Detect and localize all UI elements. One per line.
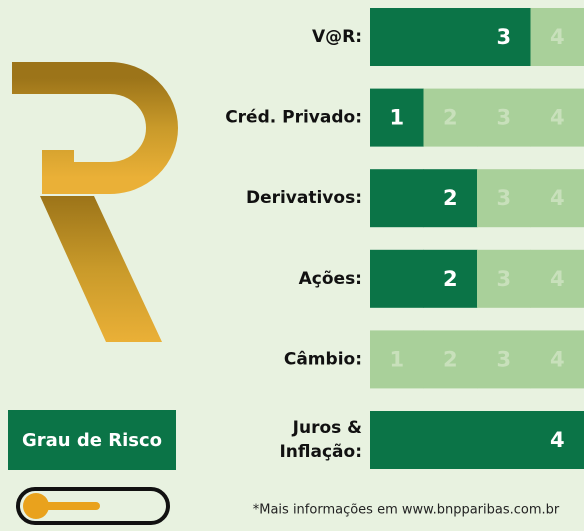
scale-cell (530, 330, 584, 389)
row-label: Ações: (299, 269, 362, 289)
scale-cell (530, 8, 584, 66)
scale-number: 1 (389, 347, 404, 371)
scale-number: 4 (550, 267, 565, 291)
scale-number: 4 (550, 186, 565, 210)
scale-cell (477, 88, 531, 147)
footer-note: *Mais informações em www.bnpparibas.com.… (253, 503, 560, 518)
scale-number: 4 (550, 106, 565, 130)
scale-cell (370, 411, 424, 469)
scale-number: 3 (496, 106, 511, 130)
scale-cell (423, 249, 478, 308)
scale-cell (530, 411, 584, 469)
scale-cell (530, 169, 584, 228)
row-label: Câmbio: (284, 349, 362, 369)
scale-cell (370, 249, 424, 308)
scale-cell (370, 169, 424, 228)
scale-number: 3 (496, 25, 511, 49)
scale-cell (370, 88, 424, 147)
scale-number: 1 (389, 106, 404, 130)
scale-number: 4 (550, 25, 565, 49)
row-label: Derivativos: (246, 188, 362, 208)
scale-number: 4 (550, 428, 565, 452)
scale-cell (423, 411, 478, 469)
scale-cell (477, 411, 531, 469)
scale-number: 2 (443, 106, 458, 130)
scale-cell (530, 88, 584, 147)
scale-cell (370, 330, 424, 389)
scale-cell (477, 169, 531, 228)
thermo-level (40, 502, 100, 510)
scale-number: 4 (550, 347, 565, 371)
scale-number: 3 (496, 347, 511, 371)
logo-bowl (12, 62, 178, 194)
scale-cell (423, 169, 478, 228)
scale-number: 2 (443, 267, 458, 291)
row-label: Juros & (292, 418, 363, 438)
logo (12, 62, 178, 342)
row-label: Créd. Privado: (225, 108, 362, 128)
scale-number: 2 (443, 186, 458, 210)
scale-cell (477, 330, 531, 389)
scale-cell (423, 8, 478, 66)
scale-number: 2 (443, 347, 458, 371)
scale-cell (423, 88, 478, 147)
scale-number: 3 (496, 186, 511, 210)
scale-cell (370, 8, 424, 66)
thermometer-icon (16, 487, 170, 525)
thermo-bulb (23, 493, 49, 519)
scale-number: 3 (496, 267, 511, 291)
scale-cell (530, 249, 584, 308)
badge-text: Grau de Risco (22, 430, 162, 451)
badge-box (8, 410, 176, 470)
logo-leg (40, 196, 162, 342)
scale-cell (423, 330, 478, 389)
row-label: Inflação: (279, 442, 362, 462)
row-label: V@R: (312, 27, 362, 47)
scale-cell (477, 249, 531, 308)
thermo-outline (16, 487, 170, 525)
scale-cell (477, 8, 531, 66)
